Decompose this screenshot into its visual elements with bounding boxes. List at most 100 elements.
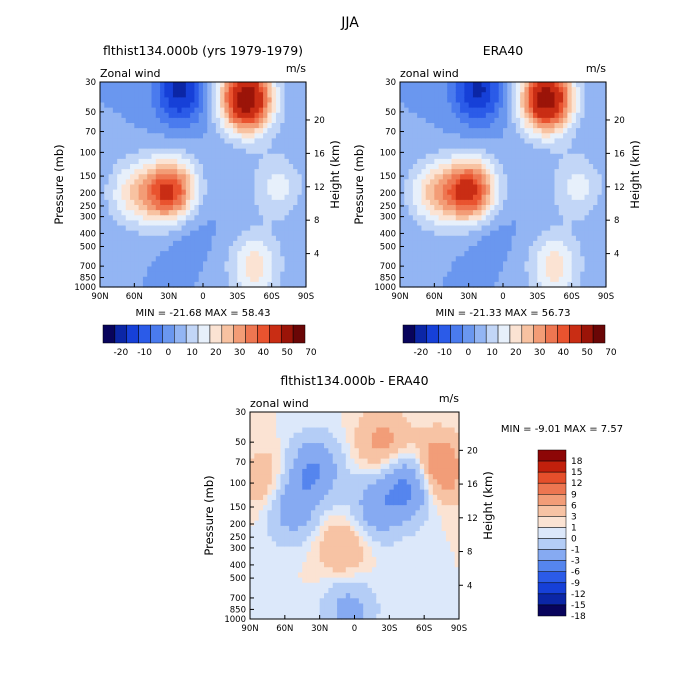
era40-cell — [601, 102, 607, 109]
model-cell — [172, 87, 178, 93]
model-cell — [207, 235, 213, 242]
era40-cell — [601, 169, 607, 175]
era40-cell — [503, 107, 508, 114]
model-cell — [155, 97, 161, 104]
era40-cell — [563, 199, 568, 206]
model-cell — [293, 266, 299, 273]
era40-cell — [464, 117, 470, 124]
era40-cell — [400, 92, 405, 98]
era40-x-tick-label: 60S — [564, 292, 580, 302]
era40-cell — [550, 174, 556, 180]
model-cell — [250, 266, 256, 273]
model-cell — [121, 194, 127, 201]
diff-cell — [341, 520, 347, 527]
diff-cell — [276, 608, 282, 615]
model-cell — [185, 164, 191, 170]
model-cell — [112, 210, 118, 216]
model-cell — [147, 148, 153, 155]
era40-cell — [447, 235, 453, 242]
model-cell — [241, 92, 247, 98]
model-cell — [203, 266, 208, 273]
era40-cell — [421, 148, 427, 155]
model-cell — [100, 133, 105, 139]
model-cell — [280, 220, 286, 227]
model-cell — [121, 240, 127, 247]
era40-cell — [588, 123, 594, 129]
era40-cell — [528, 158, 534, 165]
era40-cell — [404, 261, 410, 268]
era40-cell — [460, 112, 465, 119]
diff-cell — [345, 587, 351, 594]
era40-cell — [498, 169, 504, 175]
model-cell — [117, 266, 123, 273]
era40-cell — [460, 199, 465, 206]
model-cell — [108, 174, 114, 180]
diff-cell — [332, 458, 338, 465]
era40-cell — [511, 174, 517, 180]
diff-cell — [328, 427, 334, 434]
era40-cell — [412, 169, 418, 175]
diff-cell — [306, 531, 312, 537]
model-cell — [112, 92, 118, 98]
model-cell — [155, 205, 161, 211]
model-cell — [138, 215, 144, 221]
era40-cell — [490, 276, 496, 283]
diff-cell — [332, 484, 338, 491]
era40-cell — [490, 199, 496, 206]
model-cell — [194, 133, 200, 139]
model-cell — [190, 235, 196, 242]
era40-cell — [434, 82, 440, 88]
model-cell — [258, 210, 264, 216]
era40-cell — [498, 133, 504, 139]
model-cell — [134, 225, 140, 232]
model-cell — [125, 179, 131, 186]
model-cell — [177, 235, 183, 242]
diff-cell — [280, 531, 286, 537]
model-cell — [254, 148, 260, 155]
model-cell — [151, 169, 157, 175]
era40-cell — [485, 169, 491, 175]
model-cell — [237, 225, 243, 232]
model-cell — [275, 107, 281, 114]
model-colorbar-label: -20 — [113, 348, 128, 358]
diff-cell — [306, 437, 312, 444]
era40-cell — [404, 117, 410, 124]
era40-y2label: Height (km) — [628, 140, 642, 209]
era40-cell — [554, 107, 560, 114]
era40-cell — [558, 276, 564, 283]
model-cell — [258, 164, 264, 170]
era40-cell — [494, 107, 500, 114]
model-cell — [151, 189, 157, 196]
model-y2-tick-label: 20 — [314, 116, 325, 126]
era40-cell — [460, 246, 465, 252]
era40-cell — [520, 225, 526, 232]
model-cell — [211, 184, 217, 191]
model-cell — [280, 194, 286, 201]
era40-cell — [593, 133, 599, 139]
model-cell — [207, 230, 213, 237]
model-cell — [288, 189, 294, 196]
era40-cell — [477, 179, 483, 186]
era40-cell — [421, 164, 427, 170]
era40-cell — [580, 251, 586, 257]
model-cell — [245, 205, 251, 211]
era40-cell — [404, 235, 410, 242]
diff-cell — [350, 608, 356, 615]
era40-cell — [455, 271, 461, 278]
diff-cell — [284, 443, 290, 449]
model-cell — [108, 153, 114, 160]
era40-cell — [447, 133, 453, 139]
model-cell — [198, 82, 204, 88]
diff-cell — [297, 536, 303, 542]
diff-cell — [337, 510, 343, 517]
diff-cell — [332, 448, 338, 454]
model-cell — [211, 210, 217, 216]
model-cell — [112, 128, 118, 134]
era40-cell — [597, 158, 603, 165]
era40-cell — [533, 271, 538, 278]
model-cell — [168, 179, 174, 186]
model-cell — [155, 133, 161, 139]
era40-cell — [567, 82, 573, 88]
model-cell — [138, 133, 144, 139]
model-cell — [198, 179, 204, 186]
